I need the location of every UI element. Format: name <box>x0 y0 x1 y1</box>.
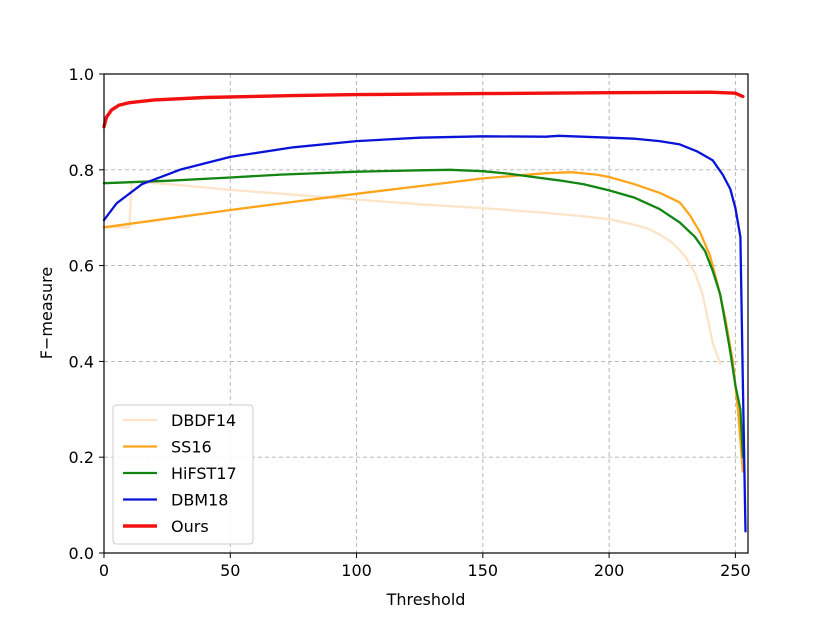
y-tick-label: 0.4 <box>69 352 94 371</box>
y-tick-label: 1.0 <box>69 65 94 84</box>
series-line-dbm18 <box>102 134 747 533</box>
y-tick-label: 0.0 <box>69 544 94 563</box>
x-tick-label: 250 <box>720 561 751 580</box>
x-tick-label: 0 <box>99 561 109 580</box>
series-line-hifst17 <box>102 168 745 459</box>
y-tick-label: 0.6 <box>69 257 94 276</box>
x-tick-label: 150 <box>468 561 499 580</box>
y-tick-label: 0.8 <box>69 161 94 180</box>
y-axis-label: F−measure <box>37 267 56 359</box>
legend-box <box>112 404 254 545</box>
y-tick-label: 0.2 <box>69 448 94 467</box>
ticks: 0 50 100 150 200 250 0.0 0.2 0.4 0.6 0.8 1.0 <box>69 65 751 580</box>
legend-label-ss16: SS16 <box>171 438 212 457</box>
x-tick-label: 50 <box>220 561 240 580</box>
legend-label-ours: Ours <box>171 517 209 536</box>
legend-label-dbdf14: DBDF14 <box>171 411 236 430</box>
series-layer <box>102 90 747 533</box>
legend-label-dbm18: DBM18 <box>171 491 228 510</box>
plot-frame <box>103 73 749 554</box>
series-line-ours <box>102 90 745 129</box>
legend: DBDF14 SS16 HiFST17 DBM18 Ours <box>112 404 254 545</box>
x-tick-label: 100 <box>341 561 372 580</box>
legend-label-hifst17: HiFST17 <box>171 464 237 483</box>
x-axis-label: Threshold <box>386 590 466 609</box>
x-tick-label: 200 <box>594 561 625 580</box>
